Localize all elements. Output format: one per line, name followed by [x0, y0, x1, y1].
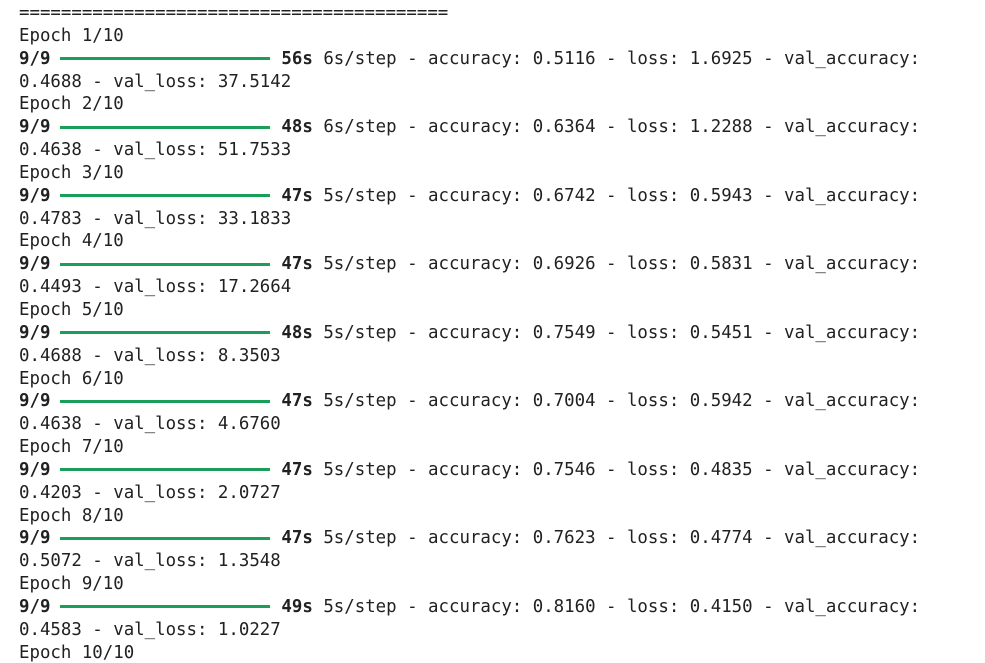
- epoch-time: 47s: [281, 391, 313, 412]
- epoch-header: Epoch 4/10: [19, 231, 124, 252]
- epoch-header: Epoch 1/10: [19, 25, 124, 46]
- epoch-header: Epoch 10/10: [19, 642, 135, 663]
- metrics-continued: 0.4783 - val_loss: 33.1833: [19, 208, 292, 229]
- progress-line: 9/9 47s 5s/step - accuracy: 0.7623 - loss…: [19, 527, 985, 550]
- epoch-header: Epoch 9/10: [19, 574, 124, 595]
- epoch-time: 48s: [281, 322, 313, 343]
- progress-bar: [60, 57, 271, 61]
- epoch-time: 47s: [281, 528, 313, 549]
- epoch-header: Epoch 2/10: [19, 94, 124, 115]
- metrics-continued: 0.4493 - val_loss: 17.2664: [19, 277, 292, 298]
- progress-bar: [60, 262, 271, 266]
- epoch-time: 47s: [281, 459, 313, 480]
- epoch-time: 56s: [281, 48, 313, 69]
- progress-bar: [60, 331, 271, 335]
- metrics: 6s/step - accuracy: 0.5116 - loss: 1.692…: [323, 48, 921, 69]
- metrics: 5s/step - accuracy: 0.7549 - loss: 0.545…: [323, 322, 921, 343]
- metrics-continued: 0.4688 - val_loss: 8.3503: [19, 345, 281, 366]
- separator: ========================================…: [19, 3, 449, 23]
- metrics-continued: 0.4583 - val_loss: 1.0227: [19, 619, 281, 640]
- epoch-header: Epoch 5/10: [19, 299, 124, 320]
- epoch-time: 48s: [281, 117, 313, 138]
- progress-line: 9/9 47s 5s/step - accuracy: 0.6742 - loss…: [19, 185, 985, 208]
- metrics-continued: 0.4638 - val_loss: 51.7533: [19, 140, 292, 161]
- metrics-continued: 0.4638 - val_loss: 4.6760: [19, 414, 281, 435]
- progress-line: 9/9 48s 6s/step - accuracy: 0.6364 - loss…: [19, 116, 985, 139]
- progress-line: 9/9 48s 5s/step - accuracy: 0.7549 - loss…: [19, 322, 985, 345]
- epoch-header: Epoch 3/10: [19, 162, 124, 183]
- metrics: 5s/step - accuracy: 0.8160 - loss: 0.415…: [323, 596, 921, 617]
- step-count: 9/9: [19, 117, 51, 138]
- epoch-header: Epoch 8/10: [19, 505, 124, 526]
- metrics: 6s/step - accuracy: 0.6364 - loss: 1.228…: [323, 117, 921, 138]
- progress-bar: [60, 399, 271, 403]
- epoch-header: Epoch 7/10: [19, 437, 124, 458]
- step-count: 9/9: [19, 459, 51, 480]
- epoch-header: Epoch 6/10: [19, 368, 124, 389]
- progress-bar: [60, 125, 271, 129]
- metrics: 5s/step - accuracy: 0.6742 - loss: 0.594…: [323, 185, 921, 206]
- progress-line: 9/9 47s 5s/step - accuracy: 0.6926 - loss…: [19, 253, 985, 276]
- progress-bar: [60, 536, 271, 540]
- progress-line: 9/9 49s 5s/step - accuracy: 0.8160 - loss…: [19, 596, 985, 619]
- metrics: 5s/step - accuracy: 0.7623 - loss: 0.477…: [323, 528, 921, 549]
- step-count: 9/9: [19, 185, 51, 206]
- metrics-continued: 0.4688 - val_loss: 37.5142: [19, 71, 292, 92]
- epoch-time: 47s: [281, 185, 313, 206]
- epoch-time: 49s: [281, 596, 313, 617]
- step-count: 9/9: [19, 322, 51, 343]
- metrics-continued: 0.4203 - val_loss: 2.0727: [19, 482, 281, 503]
- progress-bar: [60, 605, 271, 609]
- step-count: 9/9: [19, 254, 51, 275]
- progress-bar: [60, 194, 271, 198]
- progress-line: 9/9 56s 6s/step - accuracy: 0.5116 - loss…: [19, 48, 985, 71]
- metrics: 5s/step - accuracy: 0.7004 - loss: 0.594…: [323, 391, 921, 412]
- metrics: 5s/step - accuracy: 0.7546 - loss: 0.483…: [323, 459, 921, 480]
- progress-bar: [60, 468, 271, 472]
- metrics-continued: 0.5072 - val_loss: 1.3548: [19, 551, 281, 572]
- progress-line: 9/9 47s 5s/step - accuracy: 0.7004 - loss…: [19, 390, 985, 413]
- epoch-time: 47s: [281, 254, 313, 275]
- step-count: 9/9: [19, 391, 51, 412]
- progress-line: 9/9 47s 5s/step - accuracy: 0.7546 - loss…: [19, 459, 985, 482]
- step-count: 9/9: [19, 528, 51, 549]
- step-count: 9/9: [19, 596, 51, 617]
- step-count: 9/9: [19, 48, 51, 69]
- metrics: 5s/step - accuracy: 0.6926 - loss: 0.583…: [323, 254, 921, 275]
